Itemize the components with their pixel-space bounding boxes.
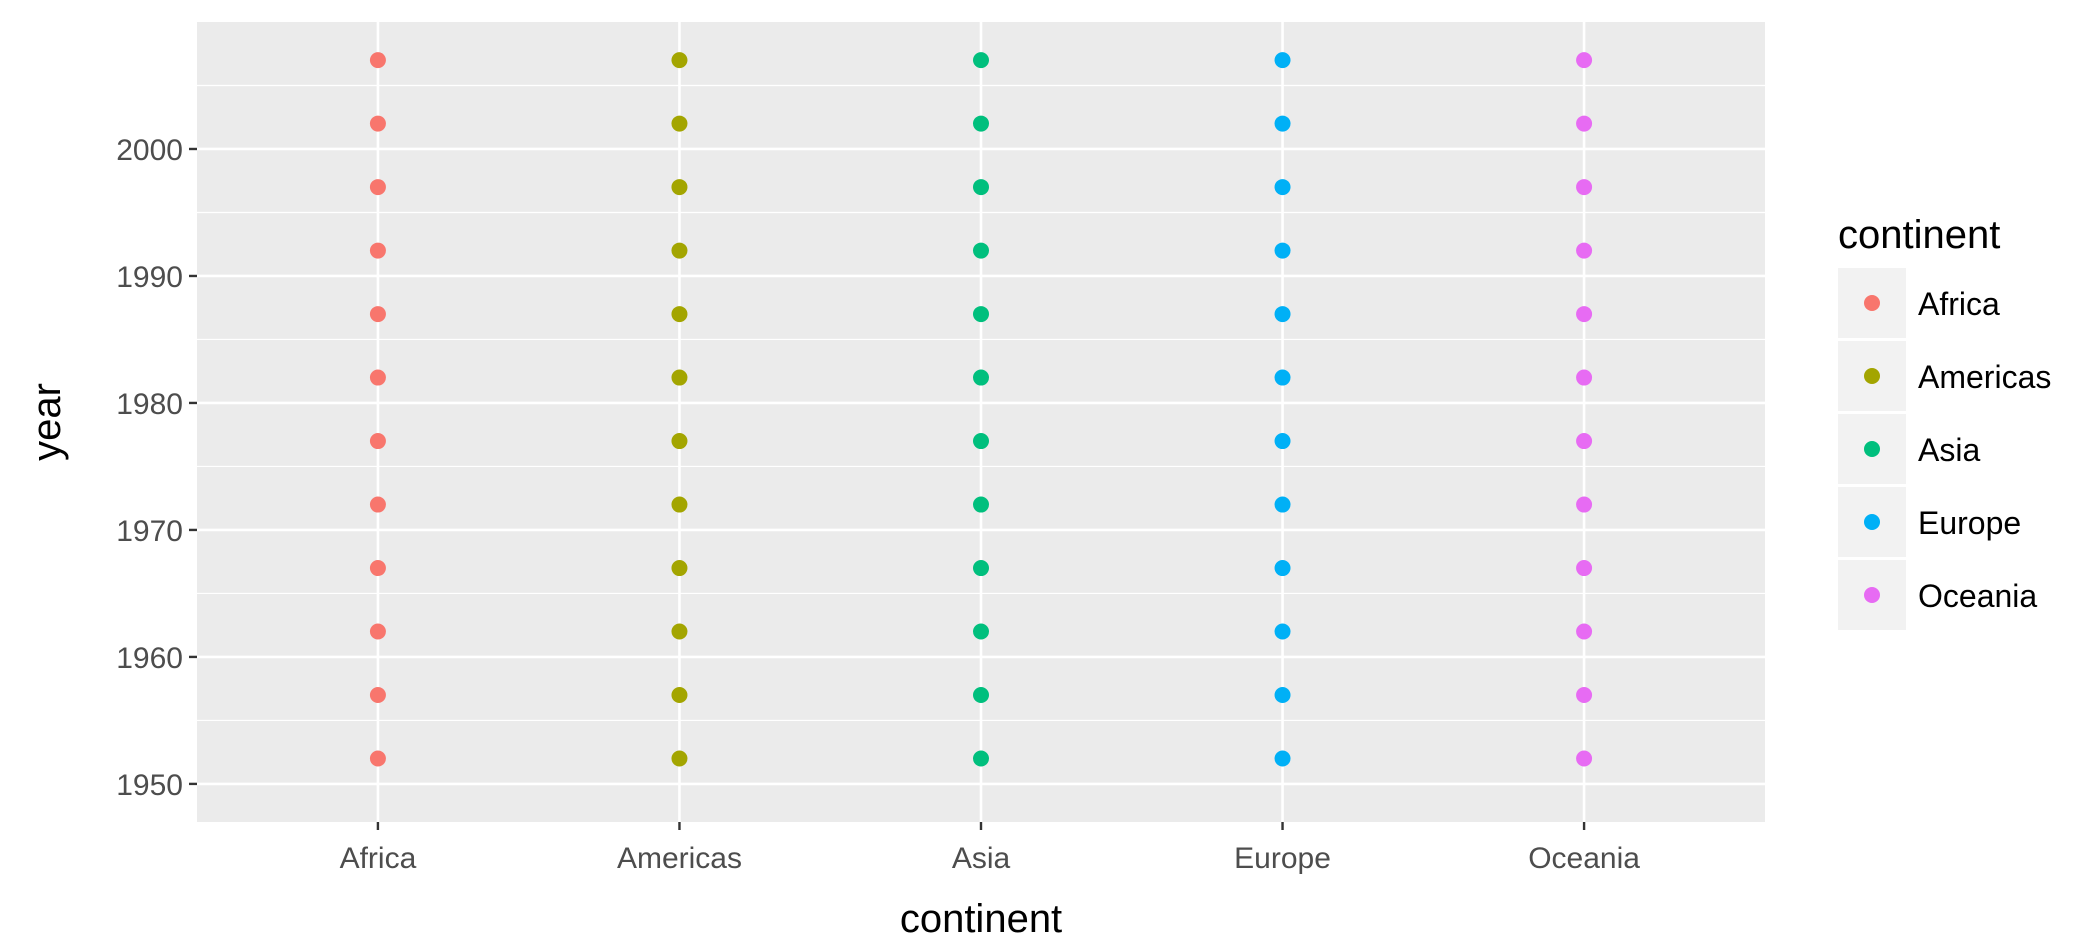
data-point	[671, 179, 688, 196]
legend-label: Europe	[1918, 505, 2021, 541]
data-point	[369, 52, 386, 69]
legend-key-point	[1864, 368, 1880, 384]
data-point	[973, 750, 989, 767]
data-point	[1274, 179, 1291, 196]
data-point	[1576, 496, 1593, 513]
data-point	[671, 115, 688, 132]
data-point	[369, 496, 386, 513]
data-point	[671, 369, 688, 386]
major-gridlines	[197, 22, 1765, 822]
y-tick-label: 1970	[116, 515, 183, 548]
data-point	[369, 242, 386, 259]
data-point	[671, 433, 688, 450]
data-point	[369, 623, 386, 640]
data-point	[369, 687, 386, 704]
y-tick-label: 1980	[116, 388, 183, 421]
data-point	[1274, 687, 1291, 704]
data-point	[1576, 560, 1593, 577]
y-axis-title: year	[25, 383, 69, 461]
data-point	[369, 433, 386, 450]
data-point	[973, 433, 989, 450]
legend-key-point	[1864, 441, 1880, 457]
data-point	[1274, 560, 1291, 577]
data-point	[671, 52, 688, 69]
data-point	[1576, 623, 1593, 640]
legend-key-point	[1864, 295, 1880, 311]
data-point	[973, 560, 989, 577]
data-point	[973, 52, 989, 69]
x-axis: Africa Americas Asia Europe Oceania	[340, 822, 1640, 875]
x-axis-title: continent	[900, 897, 1062, 941]
legend-label: Africa	[1918, 286, 2000, 322]
legend-title: continent	[1838, 213, 2000, 257]
data-point	[369, 179, 386, 196]
x-tick-label: Oceania	[1528, 842, 1640, 875]
data-point	[1576, 369, 1593, 386]
y-axis: 1950 1960 1970 1980 1990 2000	[116, 134, 197, 802]
data-point	[1576, 687, 1593, 704]
data-point	[1576, 115, 1593, 132]
data-point	[1576, 52, 1593, 69]
y-tick-label: 1960	[116, 642, 183, 675]
data-point	[1274, 306, 1291, 323]
data-point	[1576, 306, 1593, 323]
legend-label: Asia	[1918, 432, 1980, 468]
data-point	[1274, 369, 1291, 386]
data-point	[671, 496, 688, 513]
x-tick-label: Asia	[952, 842, 1011, 875]
data-point	[973, 623, 989, 640]
data-point	[1274, 115, 1291, 132]
data-point	[369, 369, 386, 386]
data-point	[973, 179, 989, 196]
data-point	[1576, 179, 1593, 196]
data-points	[369, 52, 1593, 767]
data-point	[1274, 433, 1291, 450]
legend-label: Oceania	[1918, 578, 2037, 614]
data-point	[1274, 52, 1291, 69]
data-point	[369, 306, 386, 323]
data-point	[671, 560, 688, 577]
data-point	[973, 369, 989, 386]
data-point	[369, 115, 386, 132]
y-tick-label: 1950	[116, 769, 183, 802]
data-point	[671, 687, 688, 704]
data-point	[671, 750, 688, 767]
data-point	[1576, 433, 1593, 450]
data-point	[973, 115, 989, 132]
data-point	[1274, 750, 1291, 767]
data-point	[1274, 496, 1291, 513]
x-tick-label: Europe	[1234, 842, 1331, 875]
data-point	[973, 306, 989, 323]
data-point	[671, 623, 688, 640]
data-point	[1274, 623, 1291, 640]
data-point	[1274, 242, 1291, 259]
x-tick-label: Africa	[340, 842, 417, 875]
x-tick-label: Americas	[617, 842, 742, 875]
data-point	[1576, 242, 1593, 259]
data-point	[973, 496, 989, 513]
data-point	[369, 750, 386, 767]
data-point	[973, 687, 989, 704]
data-point	[973, 242, 989, 259]
legend-label: Americas	[1918, 359, 2051, 395]
legend: continent Africa Americas Asia Europe Oceani…	[1838, 213, 2051, 630]
data-point	[369, 560, 386, 577]
data-point	[1576, 750, 1593, 767]
y-tick-label: 2000	[116, 134, 183, 167]
legend-key-point	[1864, 514, 1880, 530]
data-point	[671, 242, 688, 259]
legend-key-point	[1864, 587, 1880, 603]
data-point	[671, 306, 688, 323]
y-tick-label: 1990	[116, 261, 183, 294]
